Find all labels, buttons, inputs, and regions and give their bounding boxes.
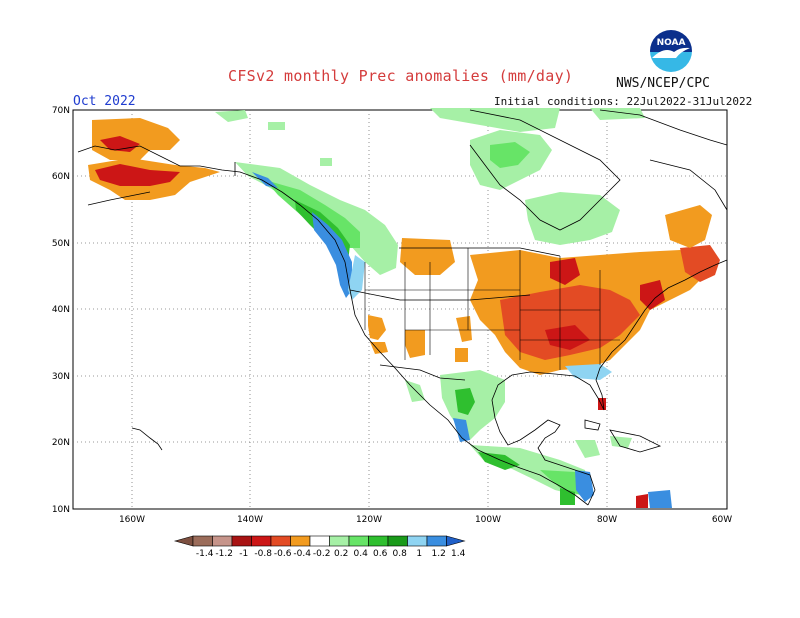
- legend-label: 1.4: [451, 549, 466, 559]
- legend-label: -0.6: [274, 549, 292, 559]
- map-title: CFSv2 monthly Prec anomalies (mm/day): [228, 67, 574, 85]
- legend-swatch: [251, 535, 272, 547]
- legend-label: -0.8: [254, 549, 272, 559]
- lon-axis: 160W 140W 120W 100W 80W 60W: [119, 515, 732, 525]
- lon-label: 100W: [475, 515, 501, 525]
- lat-label: 40N: [52, 305, 70, 315]
- agency-label: NWS/NCEP/CPC: [616, 76, 710, 91]
- legend-label: 0.4: [354, 549, 369, 559]
- legend-swatch: [407, 535, 428, 547]
- legend-swatch: [309, 535, 330, 547]
- map-frame: [72, 109, 728, 510]
- legend-arrow-low: [173, 535, 194, 547]
- legend-swatch: [426, 535, 447, 547]
- legend-swatch: [368, 535, 389, 547]
- legend-swatch: [290, 535, 311, 547]
- seagull-icon: [652, 47, 690, 58]
- wet-anomaly-regions: [215, 108, 672, 508]
- lat-label: 20N: [52, 438, 70, 448]
- legend-swatch: [192, 535, 213, 547]
- legend-label: 0.8: [393, 549, 408, 559]
- coastlines: [77, 109, 728, 506]
- lat-label: 10N: [52, 505, 70, 515]
- legend-label: -1.4: [196, 549, 214, 559]
- legend-label: -1: [239, 549, 248, 559]
- initial-conditions: Initial conditions: 22Jul2022-31Jul2022: [494, 95, 753, 108]
- lat-axis: 70N 60N 50N 40N 30N 20N 10N: [52, 106, 70, 515]
- legend-label: 0.6: [373, 549, 388, 559]
- lat-label: 30N: [52, 372, 70, 382]
- gridlines: [73, 110, 727, 509]
- noaa-logo: NOAA: [650, 30, 692, 72]
- legend-label: -0.2: [313, 549, 331, 559]
- legend-label: 0.2: [334, 549, 348, 559]
- state-borders: [364, 248, 620, 370]
- forecast-month: Oct 2022: [73, 94, 136, 109]
- legend-swatch: [231, 535, 252, 547]
- dry-anomaly-regions: [88, 118, 720, 508]
- noaa-logo-text: NOAA: [656, 38, 686, 48]
- lon-label: 60W: [712, 515, 732, 525]
- legend-label: 1.2: [432, 549, 446, 559]
- lat-label: 50N: [52, 239, 70, 249]
- legend-label: -1.2: [215, 549, 233, 559]
- lon-label: 120W: [356, 515, 382, 525]
- legend-swatch: [212, 535, 233, 547]
- lat-label: 60N: [52, 172, 70, 182]
- legend-swatch: [270, 535, 291, 547]
- legend-swatch: [348, 535, 369, 547]
- legend-swatch: [387, 535, 408, 547]
- color-legend: -1.4 -1.2 -1 -0.8 -0.6 -0.4 -0.2 0.2 0.4 0.6 0.8 1 1…: [173, 535, 466, 559]
- legend-swatch: [329, 535, 350, 547]
- lon-label: 140W: [237, 515, 263, 525]
- legend-label: -0.4: [293, 549, 311, 559]
- lon-label: 160W: [119, 515, 145, 525]
- legend-arrow-high: [446, 535, 466, 547]
- legend-label: 1: [416, 549, 422, 559]
- lon-label: 80W: [597, 515, 617, 525]
- lat-label: 70N: [52, 106, 70, 116]
